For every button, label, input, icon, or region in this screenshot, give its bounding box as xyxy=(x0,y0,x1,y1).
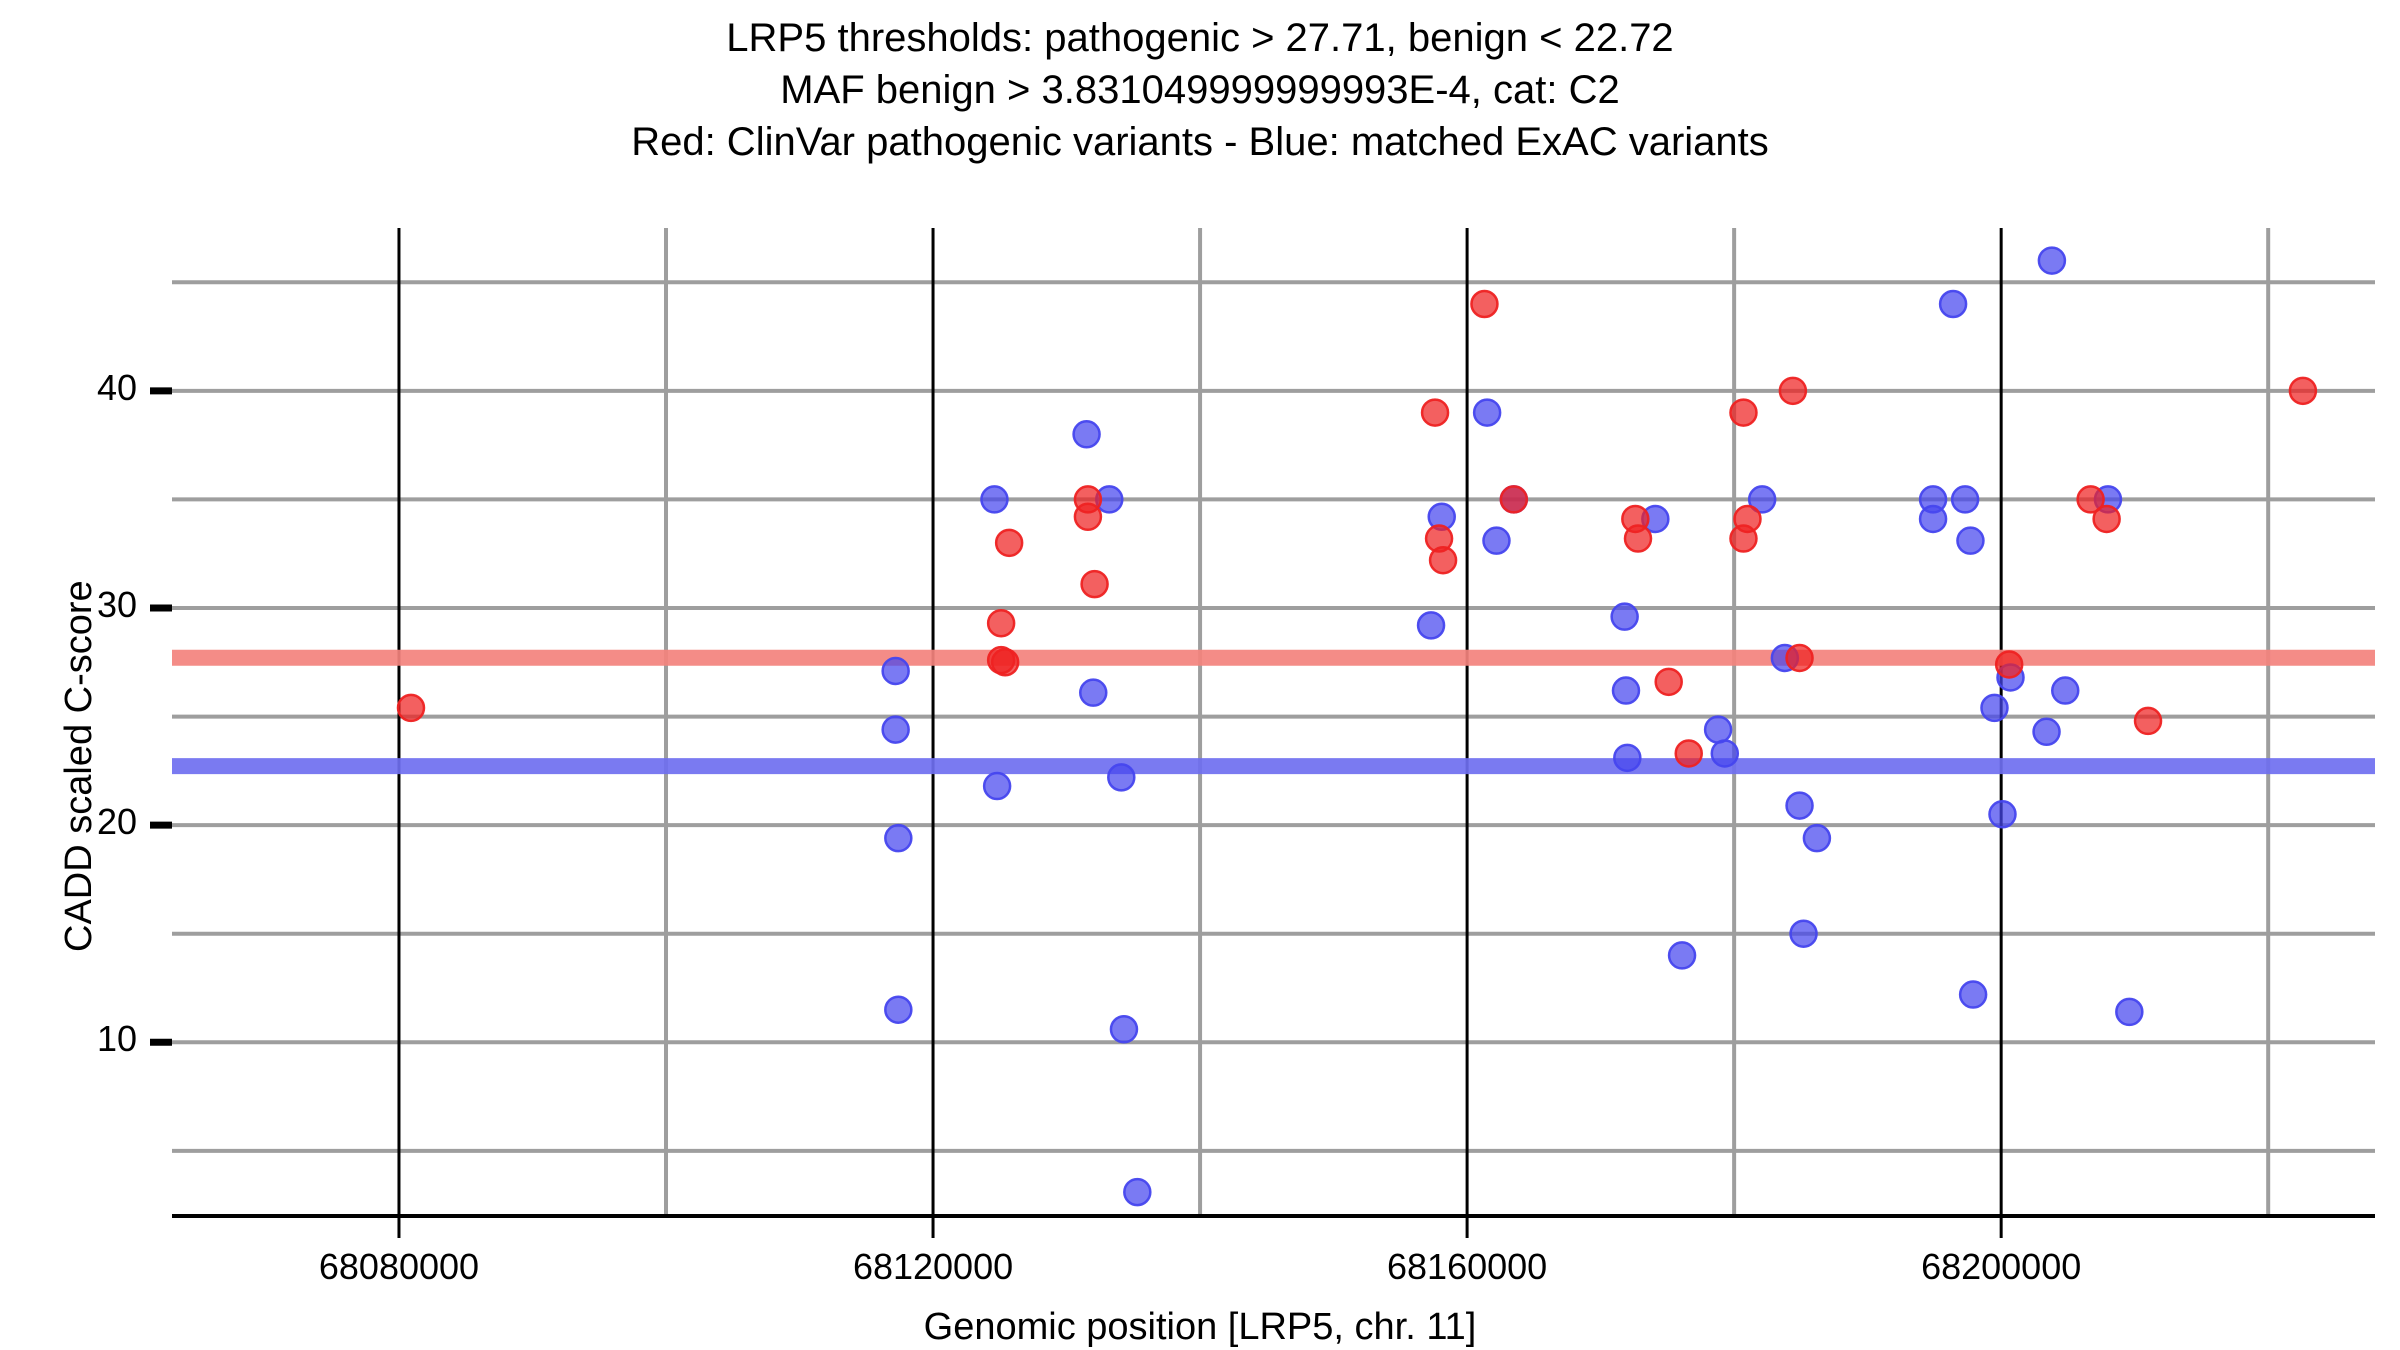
data-point xyxy=(1428,545,1458,575)
data-point xyxy=(1072,420,1101,449)
data-point xyxy=(1980,693,2009,723)
data-point xyxy=(2115,997,2144,1027)
data-point xyxy=(1416,611,1446,640)
y-tick-label: 40 xyxy=(96,366,137,408)
data-point xyxy=(2288,376,2318,406)
data-point xyxy=(2032,717,2061,747)
data-point xyxy=(1107,763,1136,792)
data-point xyxy=(2133,706,2163,736)
data-point xyxy=(1073,485,1103,514)
title-line-1: LRP5 thresholds: pathogenic > 27.71, ben… xyxy=(726,16,1674,60)
y-tick-label: 30 xyxy=(96,584,137,625)
x-axis-label: Genomic position [LRP5, chr. 11] xyxy=(923,1306,1477,1348)
data-point xyxy=(881,656,910,686)
data-point xyxy=(884,995,913,1024)
data-point xyxy=(396,693,426,723)
data-point xyxy=(990,648,1020,677)
data-point xyxy=(1703,715,1733,744)
data-point xyxy=(1674,739,1703,768)
x-tick-label: 68080000 xyxy=(318,1246,480,1287)
data-point xyxy=(1654,667,1683,697)
data-point xyxy=(1667,941,1697,970)
data-point xyxy=(980,485,1009,514)
data-point xyxy=(1729,398,1758,427)
data-point xyxy=(1623,524,1653,553)
data-point xyxy=(1950,485,1980,514)
data-point xyxy=(2037,246,2067,275)
data-point xyxy=(1778,376,1808,406)
data-point xyxy=(1482,526,1511,555)
data-point xyxy=(1785,791,1814,820)
data-point xyxy=(2050,676,2080,705)
data-point xyxy=(1420,398,1450,427)
data-point xyxy=(881,715,910,744)
data-point xyxy=(1938,289,1968,319)
data-point xyxy=(1079,678,1108,707)
data-point xyxy=(1789,919,1818,948)
data-point xyxy=(1956,526,1985,555)
data-point xyxy=(994,528,1024,558)
data-point xyxy=(1994,650,2024,679)
data-point xyxy=(1472,398,1502,427)
data-point xyxy=(1710,739,1740,768)
data-point xyxy=(2092,504,2121,534)
data-point xyxy=(884,823,913,853)
x-tick-label: 68120000 xyxy=(852,1246,1014,1287)
y-tick-label: 10 xyxy=(96,1018,137,1060)
data-point xyxy=(1802,823,1832,853)
chart-title: LRP5 thresholds: pathogenic > 27.71, ben… xyxy=(0,12,2400,168)
data-point xyxy=(1123,1177,1152,1207)
data-point xyxy=(2076,485,2105,514)
title-line-3: Red: ClinVar pathogenic variants - Blue:… xyxy=(631,120,1769,164)
data-point xyxy=(1109,1015,1139,1044)
data-point xyxy=(1470,289,1499,319)
x-tick-label: 68200000 xyxy=(1921,1246,2082,1287)
data-point xyxy=(1958,980,1988,1009)
data-point xyxy=(1610,602,1639,631)
data-point xyxy=(1785,643,1814,673)
data-point xyxy=(1080,569,1109,599)
data-point xyxy=(982,771,1012,801)
title-line-2: MAF benign > 3.831049999999993E-4, cat: … xyxy=(780,68,1620,112)
data-point xyxy=(1499,485,1529,514)
data-point xyxy=(1988,800,2017,829)
y-tick-label: 20 xyxy=(96,801,137,843)
x-tick-label: 68160000 xyxy=(1387,1246,1548,1287)
data-point xyxy=(1733,504,1762,534)
data-point xyxy=(1613,743,1642,773)
data-point xyxy=(1918,504,1948,534)
data-point xyxy=(986,608,1016,638)
data-point xyxy=(1747,485,1777,514)
data-point xyxy=(1611,676,1641,705)
